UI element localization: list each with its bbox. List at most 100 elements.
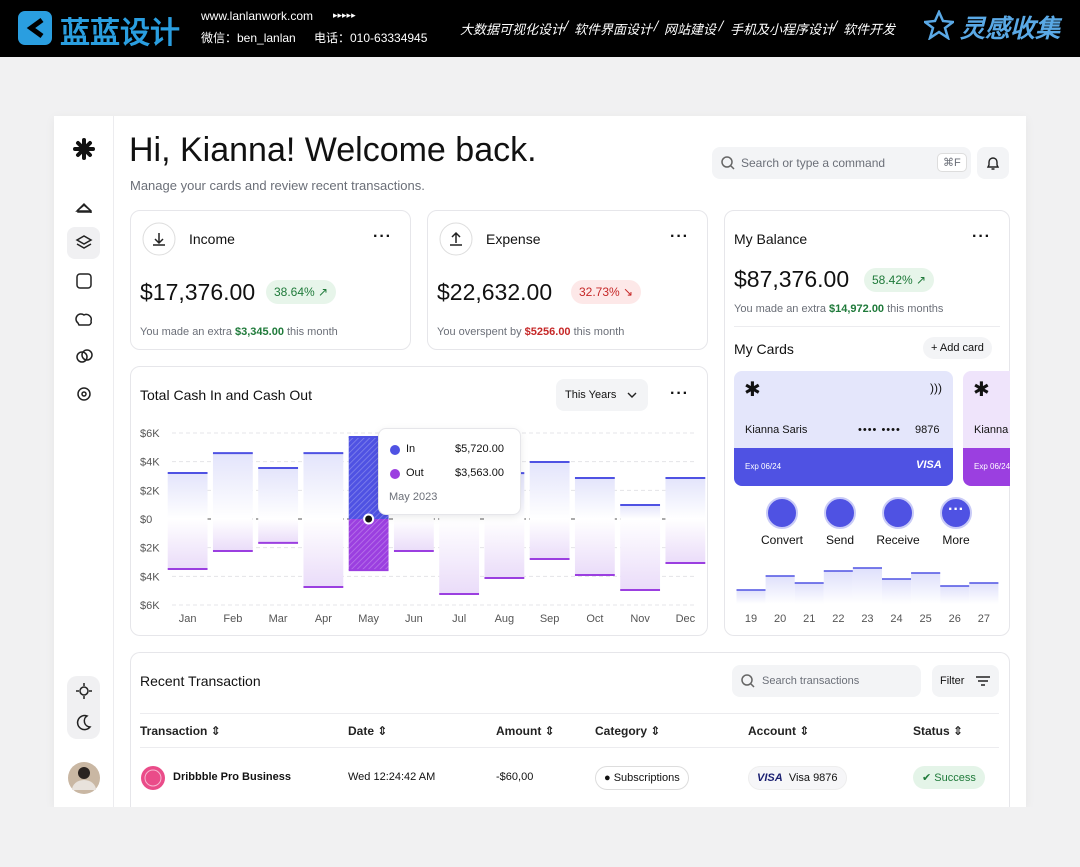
- nav-item[interactable]: 软件开发: [843, 23, 896, 38]
- bar: [484, 519, 525, 579]
- app-logo: [73, 138, 95, 160]
- layers-icon[interactable]: [75, 235, 93, 249]
- action-label: More: [942, 533, 970, 547]
- change-value: 58.42%: [872, 273, 913, 287]
- action-label: Receive: [876, 533, 920, 547]
- bar: [574, 478, 615, 519]
- period-label: This Years: [565, 389, 617, 401]
- note-highlight: $14,972.00: [829, 303, 885, 315]
- bar: [665, 478, 706, 519]
- x-tick-label: Mar: [269, 613, 288, 625]
- y-tick-label: $4K: [140, 457, 160, 469]
- action-label: Send: [825, 533, 855, 547]
- x-tick-label: 24: [890, 613, 902, 625]
- column-label: Category: [595, 724, 648, 738]
- wechat: 微信：ben_lanlan: [201, 31, 296, 45]
- nav-item[interactable]: 大数据可视化设计: [460, 23, 565, 38]
- card-holder: Kianna: [974, 424, 1009, 436]
- income-icon: [142, 222, 176, 256]
- y-tick-label: $6K: [140, 428, 160, 440]
- income-amount: $17,376.00: [140, 279, 256, 305]
- status-tag: ✔ Success: [913, 766, 985, 789]
- card-dots: •••• ••••: [858, 424, 901, 436]
- convert-button[interactable]: [766, 497, 798, 529]
- bank-card[interactable]: ✱ ))) Kianna Saris •••• •••• 9876 Exp 06…: [734, 371, 953, 486]
- more-menu[interactable]: ···: [670, 228, 689, 245]
- balance-label: My Balance: [734, 231, 808, 247]
- income-note: You made an extra $3,345.00 this month: [140, 326, 338, 338]
- brand: 蓝蓝设计: [60, 17, 180, 50]
- arrows: ▸▸▸▸▸: [333, 10, 356, 20]
- tooltip: In $5,720.00 Out $3,563.00 May 2023: [378, 428, 521, 515]
- collect[interactable]: 灵感收集: [960, 14, 1061, 43]
- bar: [823, 571, 853, 604]
- nav-item[interactable]: 网站建设: [664, 23, 717, 38]
- brand-logo: [18, 11, 52, 45]
- column-header[interactable]: Transaction ⇕: [140, 724, 221, 738]
- chevron: [627, 392, 637, 398]
- more-menu[interactable]: ···: [670, 385, 689, 402]
- column-header[interactable]: Category ⇕: [595, 724, 661, 738]
- expense-icon: [439, 222, 473, 256]
- receive-button[interactable]: [882, 497, 914, 529]
- x-tick-label: Sep: [540, 613, 560, 625]
- send-button[interactable]: [824, 497, 856, 529]
- more-menu[interactable]: ···: [972, 228, 991, 245]
- balance-change: 58.42% ↗: [864, 268, 935, 292]
- note-suffix: this months: [887, 303, 944, 315]
- x-tick-label: 25: [920, 613, 932, 625]
- column-header[interactable]: Date ⇕: [348, 724, 388, 738]
- more-button[interactable]: ···: [940, 497, 972, 529]
- action-label: Convert: [760, 533, 804, 547]
- bar: [574, 519, 615, 576]
- notifications[interactable]: [977, 147, 1009, 179]
- account-tag: VISA Visa 9876: [748, 766, 847, 790]
- bar: [529, 519, 570, 559]
- add-card[interactable]: + Add card: [923, 337, 992, 359]
- phone: 电话：010-63334945: [314, 31, 428, 45]
- cloud-icon[interactable]: [75, 313, 92, 326]
- y-tick-label: $6K: [140, 600, 160, 612]
- account-brand: VISA: [757, 772, 783, 784]
- column-header[interactable]: Status ⇕: [913, 724, 964, 738]
- column-header[interactable]: Account ⇕: [748, 724, 810, 738]
- home-icon-shape: [77, 204, 91, 213]
- bar: [911, 573, 941, 604]
- bank-card[interactable]: ✱ Kianna Exp 06/24: [963, 371, 1010, 486]
- bar: [736, 590, 766, 604]
- legend-swatch: [390, 445, 400, 455]
- bar: [882, 579, 912, 604]
- expense-label: Expense: [486, 231, 541, 247]
- note-suffix: this month: [287, 326, 338, 338]
- bar: [620, 519, 661, 590]
- more-menu[interactable]: ···: [373, 228, 392, 245]
- column-header[interactable]: Amount ⇕: [496, 724, 555, 738]
- nav-item[interactable]: 手机及小程序设计: [730, 23, 835, 38]
- bar: [258, 467, 299, 519]
- transaction-search[interactable]: [732, 665, 921, 697]
- expense-change: 32.73% ↘: [571, 280, 642, 304]
- transaction-amount: -$60,00: [496, 771, 534, 783]
- transactions-title: Recent Transaction: [140, 673, 261, 689]
- x-tick-label: 19: [745, 613, 757, 625]
- column-label: Transaction: [140, 724, 208, 738]
- y-tick-label: $2K: [140, 543, 160, 555]
- collect-icon: [924, 10, 954, 40]
- bar: [258, 519, 299, 543]
- search-placeholder: Search transactions: [762, 675, 860, 687]
- filter-icon: [976, 676, 990, 686]
- dark-mode[interactable]: [76, 714, 92, 731]
- command-search[interactable]: [712, 147, 971, 179]
- settings-icon[interactable]: [77, 387, 91, 401]
- x-tick-label: 20: [774, 613, 786, 625]
- period-select[interactable]: [556, 379, 648, 411]
- nav-item[interactable]: 软件界面设计: [574, 23, 653, 38]
- card-strip: [734, 448, 953, 486]
- wallet-icon[interactable]: [76, 273, 92, 289]
- bar: [529, 461, 570, 519]
- bar: [167, 472, 208, 519]
- light-mode[interactable]: [79, 686, 89, 696]
- coins-icon[interactable]: [76, 351, 88, 363]
- legend-swatch: [390, 469, 400, 479]
- x-tick-label: 21: [803, 613, 815, 625]
